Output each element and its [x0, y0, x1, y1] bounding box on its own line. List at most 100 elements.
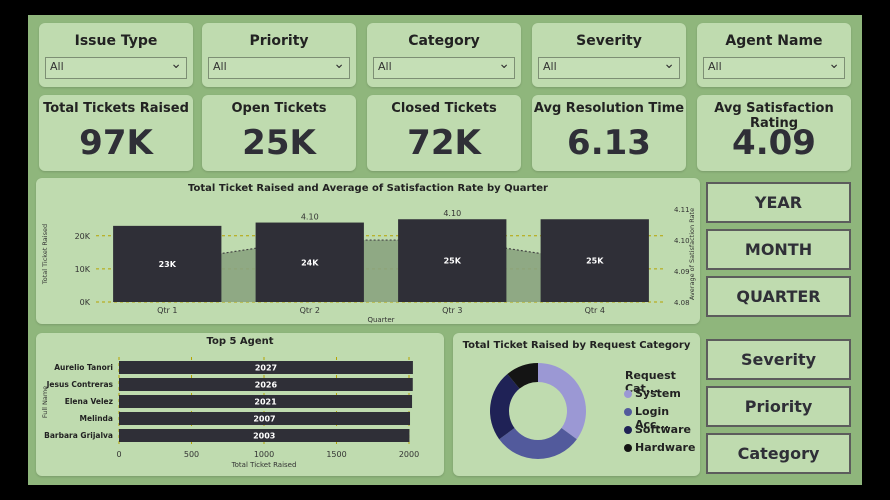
- x-tick-label: 2000: [399, 450, 419, 459]
- y-tick-label: Melinda: [80, 414, 113, 423]
- slicer-title: Agent Name: [725, 33, 823, 49]
- quarter-chart-panel: Total Ticket Raised and Average of Satis…: [36, 178, 700, 324]
- kpi-open-tickets: Open Tickets 25K: [202, 95, 356, 171]
- month-button[interactable]: MONTH: [706, 229, 851, 270]
- bar-value-label: 2007: [253, 415, 275, 424]
- bar-value-label: 25K: [586, 257, 604, 266]
- x-tick-label: Qtr 2: [300, 306, 320, 315]
- satisfaction-area: [167, 240, 595, 302]
- y2-tick-label: 4.11: [674, 206, 690, 214]
- bar: [255, 222, 364, 302]
- top-agent-panel: Top 5 Agent 0 500 1000 1500 2000 2027 Aurelio …: [36, 333, 444, 476]
- chevron-down-icon: ⌄: [663, 56, 675, 72]
- legend-label: System: [635, 387, 681, 400]
- issue-type-dropdown[interactable]: All ⌄: [45, 56, 187, 79]
- bar: [119, 429, 410, 442]
- bar-value-label: 24K: [301, 258, 319, 267]
- kpi-value: 25K: [242, 123, 316, 163]
- bar: [540, 219, 649, 302]
- legend-dot-icon: [624, 444, 632, 452]
- dropdown-value: All: [378, 60, 392, 73]
- chevron-down-icon: ⌄: [828, 56, 840, 72]
- y-tick-label: Barbara Grijalva: [44, 431, 113, 440]
- agent-name-dropdown[interactable]: All ⌄: [703, 56, 845, 79]
- legend-dot-icon: [624, 390, 632, 398]
- legend-label: Software: [635, 423, 691, 436]
- slicer-priority[interactable]: Priority All ⌄: [202, 23, 356, 87]
- chevron-down-icon: ⌄: [170, 56, 182, 72]
- chart-title: Top 5 Agent: [206, 336, 274, 347]
- y-axis-label: Total Ticket Raised: [41, 224, 49, 285]
- kpi-avg-satisfaction: Avg Satisfaction Rating 4.09: [697, 95, 851, 171]
- x-tick-label: 1000: [254, 450, 274, 459]
- bar: [119, 378, 413, 391]
- y-tick-label: Aurelio Tanori: [54, 363, 113, 372]
- kpi-title: Avg Resolution Time: [533, 101, 685, 116]
- slicer-severity[interactable]: Severity All ⌄: [532, 23, 686, 87]
- chart-title: Total Ticket Raised and Average of Satis…: [188, 183, 548, 194]
- x-tick-label: 500: [184, 450, 199, 459]
- kpi-value: 72K: [407, 123, 481, 163]
- category-donut-panel: Total Ticket Raised by Request Category …: [453, 333, 700, 476]
- category-donut-chart: [490, 363, 586, 459]
- x-tick-label: Qtr 4: [585, 306, 605, 315]
- bar-value-label: 2021: [254, 398, 277, 407]
- kpi-title: Total Tickets Raised: [43, 101, 189, 116]
- legend-title: Request Cat...: [625, 369, 676, 395]
- donut-slice: [499, 428, 577, 459]
- slicer-title: Priority: [249, 33, 309, 49]
- category-dropdown[interactable]: All ⌄: [373, 56, 515, 79]
- kpi-total-tickets: Total Tickets Raised 97K: [39, 95, 193, 171]
- quarter-button[interactable]: QUARTER: [706, 276, 851, 317]
- dropdown-value: All: [213, 60, 227, 73]
- bar: [119, 361, 413, 374]
- chart-title: Total Ticket Raised by Request Category: [462, 340, 691, 351]
- y2-axis-label: Average of Satisfaction Rate: [688, 208, 696, 300]
- bar-value-label: 2003: [253, 432, 275, 441]
- x-tick-label: 1500: [326, 450, 346, 459]
- priority-dropdown[interactable]: All ⌄: [208, 56, 350, 79]
- chevron-down-icon: ⌄: [333, 56, 345, 72]
- slicer-title: Category: [408, 33, 480, 49]
- donut-slice: [507, 363, 538, 389]
- y2-tick-label: 4.10: [674, 237, 690, 245]
- bar-value-label: 2026: [255, 381, 278, 390]
- kpi-value: 97K: [79, 123, 153, 163]
- chevron-down-icon: ⌄: [498, 56, 510, 72]
- y-axis-label: Full Name: [41, 386, 49, 418]
- bar: [119, 395, 413, 408]
- donut-slice: [538, 363, 586, 440]
- severity-dropdown[interactable]: All ⌄: [538, 56, 680, 79]
- quarter-combo-chart: 0K 10K 20K 4.08 4.09 4.10 4.11 23K Qtr 1 24K Qtr 2…: [41, 206, 696, 324]
- kpi-avg-resolution-time: Avg Resolution Time 6.13: [532, 95, 686, 171]
- bar-value-label: 23K: [159, 260, 177, 269]
- bar: [398, 219, 507, 302]
- dashboard: Issue Type All ⌄ Priority All ⌄ Category A…: [28, 15, 862, 485]
- line-value-label: 4.10: [443, 209, 461, 218]
- y-tick-label: 10K: [75, 265, 91, 274]
- bar-value-label: 2027: [255, 364, 277, 373]
- y-tick-label: Jesus Contreras: [46, 380, 114, 389]
- slicer-title: Severity: [576, 33, 642, 49]
- bar: [119, 412, 411, 425]
- category-button[interactable]: Category: [706, 433, 851, 474]
- donut-slice: [490, 374, 520, 440]
- x-axis-label: Quarter: [367, 316, 394, 324]
- slicer-agent-name[interactable]: Agent Name All ⌄: [697, 23, 851, 87]
- slicer-category[interactable]: Category All ⌄: [367, 23, 521, 87]
- slicer-title: Issue Type: [74, 33, 158, 49]
- bar: [113, 225, 222, 302]
- kpi-title: Open Tickets: [231, 101, 327, 116]
- slicer-issue-type[interactable]: Issue Type All ⌄: [39, 23, 193, 87]
- y2-tick-label: 4.09: [674, 268, 690, 276]
- kpi-value: 4.09: [732, 123, 816, 163]
- dropdown-value: All: [543, 60, 557, 73]
- legend-label: Login Acc...: [635, 405, 670, 431]
- severity-button[interactable]: Severity: [706, 339, 851, 380]
- priority-button[interactable]: Priority: [706, 386, 851, 427]
- y-tick-label: 0K: [80, 298, 91, 307]
- legend-label: Hardware: [635, 441, 696, 454]
- year-button[interactable]: YEAR: [706, 182, 851, 223]
- dropdown-value: All: [708, 60, 722, 73]
- bar-value-label: 25K: [444, 257, 462, 266]
